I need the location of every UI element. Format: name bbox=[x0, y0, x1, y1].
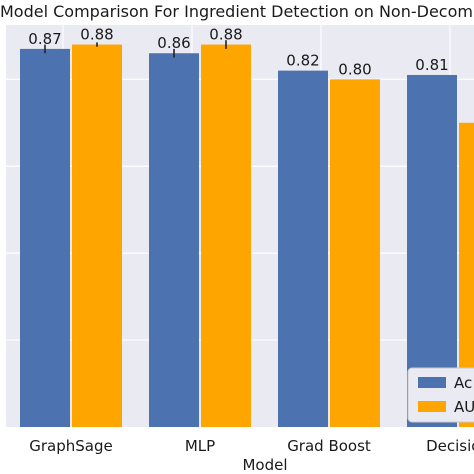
bar-accuracy bbox=[149, 53, 199, 427]
legend-label-accuracy: Ac bbox=[454, 374, 472, 392]
x-tick-label: GraphSage bbox=[29, 437, 112, 455]
data-label: 0.87 bbox=[28, 30, 61, 48]
legend: Ac AU bbox=[407, 367, 474, 423]
data-label: 0.80 bbox=[338, 60, 371, 78]
data-label: 0.81 bbox=[415, 56, 448, 74]
legend-swatch-auc bbox=[418, 401, 446, 412]
bar-auc bbox=[330, 79, 380, 427]
x-tick-labels: GraphSage MLP Grad Boost Decision bbox=[29, 437, 474, 455]
x-tick-label: Grad Boost bbox=[287, 437, 371, 455]
bar-accuracy bbox=[20, 48, 70, 427]
bars bbox=[20, 40, 474, 427]
x-tick-label: MLP bbox=[185, 437, 215, 455]
x-tick-label: Decision bbox=[426, 437, 474, 455]
chart-title: Model Comparison For Ingredient Detectio… bbox=[0, 2, 474, 21]
data-labels: 0.870.880.860.880.820.800.810 bbox=[28, 26, 448, 79]
bar-auc bbox=[459, 122, 474, 427]
bar-auc bbox=[201, 44, 251, 427]
legend-label-auc: AU bbox=[454, 398, 474, 416]
bar-accuracy bbox=[278, 70, 328, 427]
data-label: 0.82 bbox=[286, 52, 319, 70]
legend-swatch-accuracy bbox=[418, 377, 446, 388]
x-axis-label: Model bbox=[242, 456, 287, 474]
data-label: 0.88 bbox=[80, 26, 113, 44]
data-label: 0.86 bbox=[157, 34, 190, 52]
data-label: 0.88 bbox=[209, 26, 242, 44]
bar-auc bbox=[72, 44, 122, 427]
